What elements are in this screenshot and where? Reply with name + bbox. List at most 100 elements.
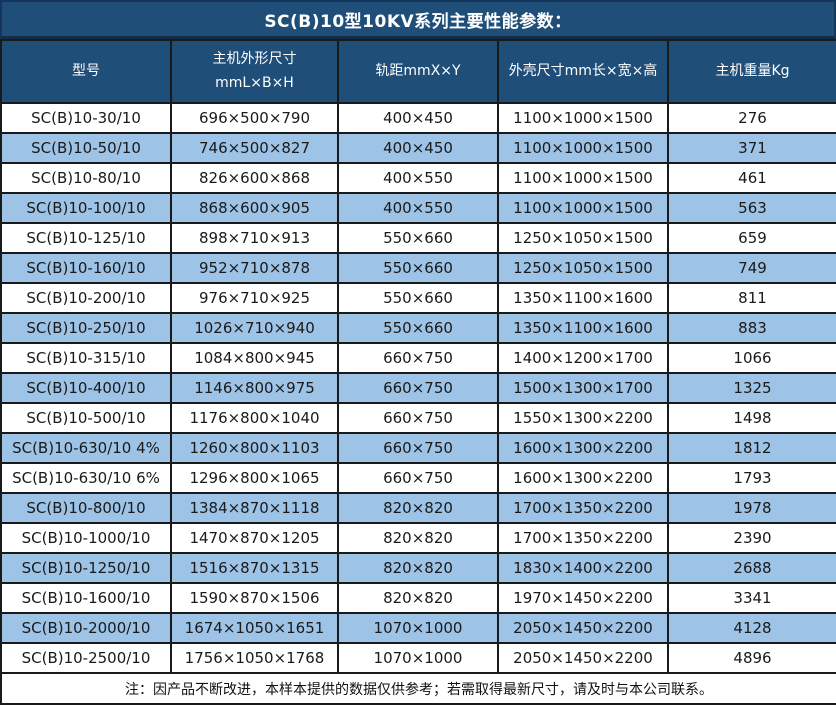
- table-cell: 371: [667, 132, 836, 164]
- table-cell: 1830×1400×2200: [497, 552, 669, 584]
- table-cell: SC(B)10-2000/10: [0, 612, 172, 644]
- table-cell: SC(B)10-80/10: [0, 162, 172, 194]
- table-row: SC(B)10-100/10 868×600×905 400×550 1100×100…: [0, 192, 836, 224]
- table-row: SC(B)10-1250/10 1516×870×1315 820×820 1830×…: [0, 552, 836, 584]
- col-header-label: 外壳尺寸mm长×宽×高: [508, 62, 658, 79]
- table-cell: 1066: [667, 342, 836, 374]
- table-cell: 659: [667, 222, 836, 254]
- table-cell: SC(B)10-100/10: [0, 192, 172, 224]
- table-cell: 820×820: [337, 492, 499, 524]
- table-cell: 2390: [667, 522, 836, 554]
- table-title: SC(B)10型10KV系列主要性能参数：: [0, 0, 836, 39]
- table-cell: 1700×1350×2200: [497, 522, 669, 554]
- table-cell: 1674×1050×1651: [170, 612, 339, 644]
- table-cell: 660×750: [337, 402, 499, 434]
- table-cell: 1296×800×1065: [170, 462, 339, 494]
- table-cell: 1084×800×945: [170, 342, 339, 374]
- table-cell: SC(B)10-125/10: [0, 222, 172, 254]
- table-cell: SC(B)10-400/10: [0, 372, 172, 404]
- table-cell: 1498: [667, 402, 836, 434]
- table-cell: 976×710×925: [170, 282, 339, 314]
- table-cell: SC(B)10-1000/10: [0, 522, 172, 554]
- col-header-label: 型号: [72, 62, 100, 79]
- table-cell: 2050×1450×2200: [497, 642, 669, 674]
- table-cell: SC(B)10-315/10: [0, 342, 172, 374]
- table-cell: 1400×1200×1700: [497, 342, 669, 374]
- table-cell: 1516×870×1315: [170, 552, 339, 584]
- table-cell: 746×500×827: [170, 132, 339, 164]
- spec-table: 型号 主机外形尺寸 mmL×B×H 轨距mmX×Y 外壳尺寸mm长×宽×高 主机…: [0, 39, 836, 705]
- table-cell: 550×660: [337, 222, 499, 254]
- table-row: SC(B)10-200/10 976×710×925 550×660 1350×110…: [0, 282, 836, 314]
- table-cell: 820×820: [337, 522, 499, 554]
- table-cell: 276: [667, 102, 836, 134]
- table-cell: 1500×1300×1700: [497, 372, 669, 404]
- table-cell: 400×550: [337, 192, 499, 224]
- table-cell: 2050×1450×2200: [497, 612, 669, 644]
- table-row: SC(B)10-250/10 1026×710×940 550×660 1350×11…: [0, 312, 836, 344]
- col-header-enclosure-size: 外壳尺寸mm长×宽×高: [497, 39, 669, 104]
- table-cell: 461: [667, 162, 836, 194]
- col-header-sublabel: mmL×B×H: [215, 74, 294, 91]
- table-cell: 660×750: [337, 372, 499, 404]
- col-header-main-dimensions: 主机外形尺寸 mmL×B×H: [170, 39, 339, 104]
- table-cell: 1026×710×940: [170, 312, 339, 344]
- table-cell: 1978: [667, 492, 836, 524]
- table-cell: 1756×1050×1768: [170, 642, 339, 674]
- col-header-rail-gauge: 轨距mmX×Y: [337, 39, 499, 104]
- table-cell: SC(B)10-30/10: [0, 102, 172, 134]
- table-cell: 1600×1300×2200: [497, 432, 669, 464]
- table-cell: 1600×1300×2200: [497, 462, 669, 494]
- table-cell: 4128: [667, 612, 836, 644]
- table-row: SC(B)10-630/10 6% 1296×800×1065 660×750 160…: [0, 462, 836, 494]
- table-cell: 4896: [667, 642, 836, 674]
- table-cell: 1250×1050×1500: [497, 222, 669, 254]
- table-cell: 1260×800×1103: [170, 432, 339, 464]
- col-header-label: 主机重量Kg: [715, 62, 790, 79]
- table-cell: SC(B)10-630/10 6%: [0, 462, 172, 494]
- table-cell: 696×500×790: [170, 102, 339, 134]
- table-cell: 1590×870×1506: [170, 582, 339, 614]
- table-body: SC(B)10-30/10 696×500×790 400×450 1100×1000…: [0, 102, 836, 674]
- table-cell: 883: [667, 312, 836, 344]
- table-row: SC(B)10-2000/10 1674×1050×1651 1070×1000 20…: [0, 612, 836, 644]
- table-cell: SC(B)10-1250/10: [0, 552, 172, 584]
- table-cell: 550×660: [337, 312, 499, 344]
- table-row: SC(B)10-125/10 898×710×913 550×660 1250×105…: [0, 222, 836, 254]
- table-cell: 952×710×878: [170, 252, 339, 284]
- table-row: SC(B)10-500/10 1176×800×1040 660×750 1550×1…: [0, 402, 836, 434]
- table-cell: 563: [667, 192, 836, 224]
- table-row: SC(B)10-800/10 1384×870×1118 820×820 1700×1…: [0, 492, 836, 524]
- table-cell: 400×550: [337, 162, 499, 194]
- table-cell: 660×750: [337, 342, 499, 374]
- table-cell: 1250×1050×1500: [497, 252, 669, 284]
- table-cell: 400×450: [337, 132, 499, 164]
- col-header-label: 轨距mmX×Y: [375, 62, 461, 79]
- footer-note: 注：因产品不断改进，本样本提供的数据仅供参考；若需取得最新尺寸，请及时与本公司联…: [0, 672, 836, 705]
- table-cell: 550×660: [337, 252, 499, 284]
- col-header-model: 型号: [0, 39, 172, 104]
- table-cell: 868×600×905: [170, 192, 339, 224]
- table-cell: SC(B)10-160/10: [0, 252, 172, 284]
- table-cell: 400×450: [337, 102, 499, 134]
- table-cell: 1970×1450×2200: [497, 582, 669, 614]
- table-cell: 898×710×913: [170, 222, 339, 254]
- table-cell: 1070×1000: [337, 612, 499, 644]
- table-row: SC(B)10-2500/10 1756×1050×1768 1070×1000 20…: [0, 642, 836, 674]
- table-cell: 1176×800×1040: [170, 402, 339, 434]
- table-cell: 1350×1100×1600: [497, 282, 669, 314]
- table-cell: SC(B)10-250/10: [0, 312, 172, 344]
- col-header-label: 主机外形尺寸: [212, 51, 297, 68]
- table-cell: SC(B)10-630/10 4%: [0, 432, 172, 464]
- note-row: 注：因产品不断改进，本样本提供的数据仅供参考；若需取得最新尺寸，请及时与本公司联…: [0, 672, 836, 705]
- table-row: SC(B)10-1600/10 1590×870×1506 820×820 1970×…: [0, 582, 836, 614]
- table-cell: 1470×870×1205: [170, 522, 339, 554]
- table-cell: 1100×1000×1500: [497, 102, 669, 134]
- table-cell: 820×820: [337, 582, 499, 614]
- table-cell: 1100×1000×1500: [497, 132, 669, 164]
- table-cell: SC(B)10-2500/10: [0, 642, 172, 674]
- table-cell: SC(B)10-200/10: [0, 282, 172, 314]
- table-cell: 1812: [667, 432, 836, 464]
- table-row: SC(B)10-50/10 746×500×827 400×450 1100×1000…: [0, 132, 836, 164]
